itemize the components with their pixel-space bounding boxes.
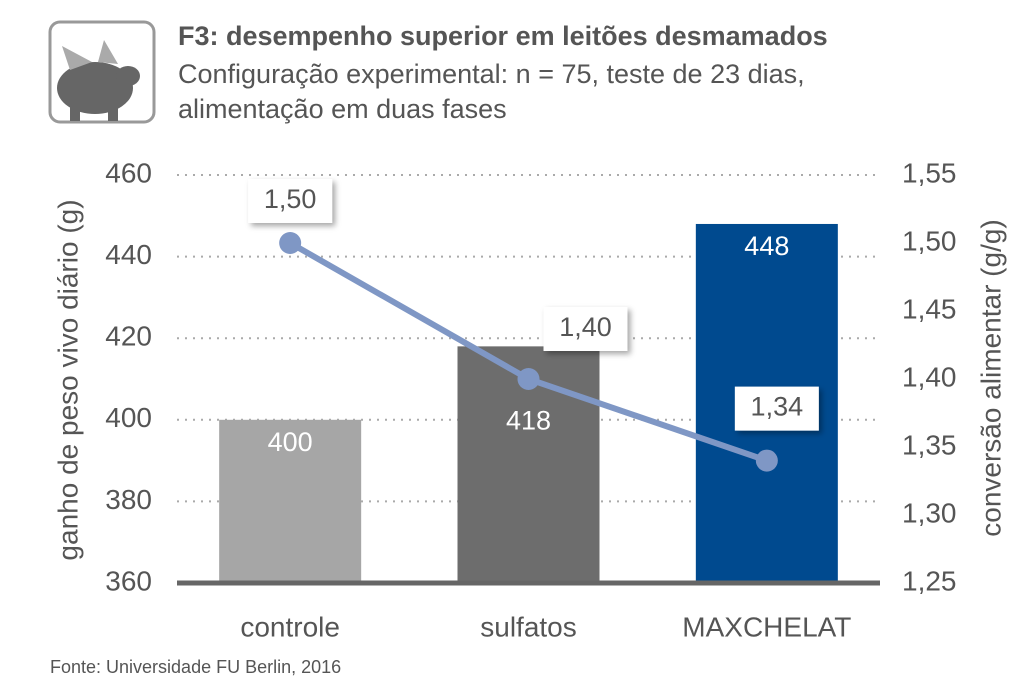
chart-title: F3: desempenho superior em leitões desma… xyxy=(178,21,828,51)
chart-subtitle: alimentação em duas fases xyxy=(178,94,507,124)
bar xyxy=(219,419,362,583)
line-value-label: 1,34 xyxy=(751,392,804,422)
bar-value-label: 448 xyxy=(744,231,789,261)
y2-tick-label: 1,50 xyxy=(902,225,957,256)
chart-subtitle: Configuração experimental: n = 75, teste… xyxy=(178,59,805,89)
y2-tick-label: 1,25 xyxy=(902,565,957,596)
y2-tick-label: 1,45 xyxy=(902,293,957,324)
line-value-label: 1,50 xyxy=(264,184,317,214)
bar-value-label: 400 xyxy=(268,427,313,457)
line-marker xyxy=(755,449,778,472)
line-value-label: 1,40 xyxy=(559,312,612,342)
y-tick-label: 400 xyxy=(105,402,152,433)
y-tick-label: 460 xyxy=(105,157,152,188)
bar-value-label: 418 xyxy=(506,405,551,435)
y-tick-label: 420 xyxy=(105,321,152,352)
x-tick-label: sulfatos xyxy=(480,611,577,642)
value-label-box xyxy=(734,386,819,431)
x-tick-label: MAXCHELAT xyxy=(682,611,851,642)
value-label-box xyxy=(248,179,333,223)
y-tick-label: 360 xyxy=(105,565,152,596)
y2-tick-label: 1,35 xyxy=(902,429,957,460)
y2-axis-label: conversão alimentar (g/g) xyxy=(975,219,1006,536)
line-marker xyxy=(279,232,302,254)
value-label-box xyxy=(543,307,628,351)
y-axis-label: ganho de peso vivo diário (g) xyxy=(52,199,83,560)
y2-tick-label: 1,55 xyxy=(902,157,957,188)
y-tick-label: 380 xyxy=(105,484,152,515)
line-marker xyxy=(517,368,540,390)
pig-icon xyxy=(48,20,156,124)
y-tick-label: 440 xyxy=(105,239,152,270)
x-tick-label: controle xyxy=(240,611,340,642)
y2-tick-label: 1,40 xyxy=(902,361,957,392)
source-note: Fonte: Universidade FU Berlin, 2016 xyxy=(50,657,341,677)
y2-tick-label: 1,30 xyxy=(902,497,957,528)
